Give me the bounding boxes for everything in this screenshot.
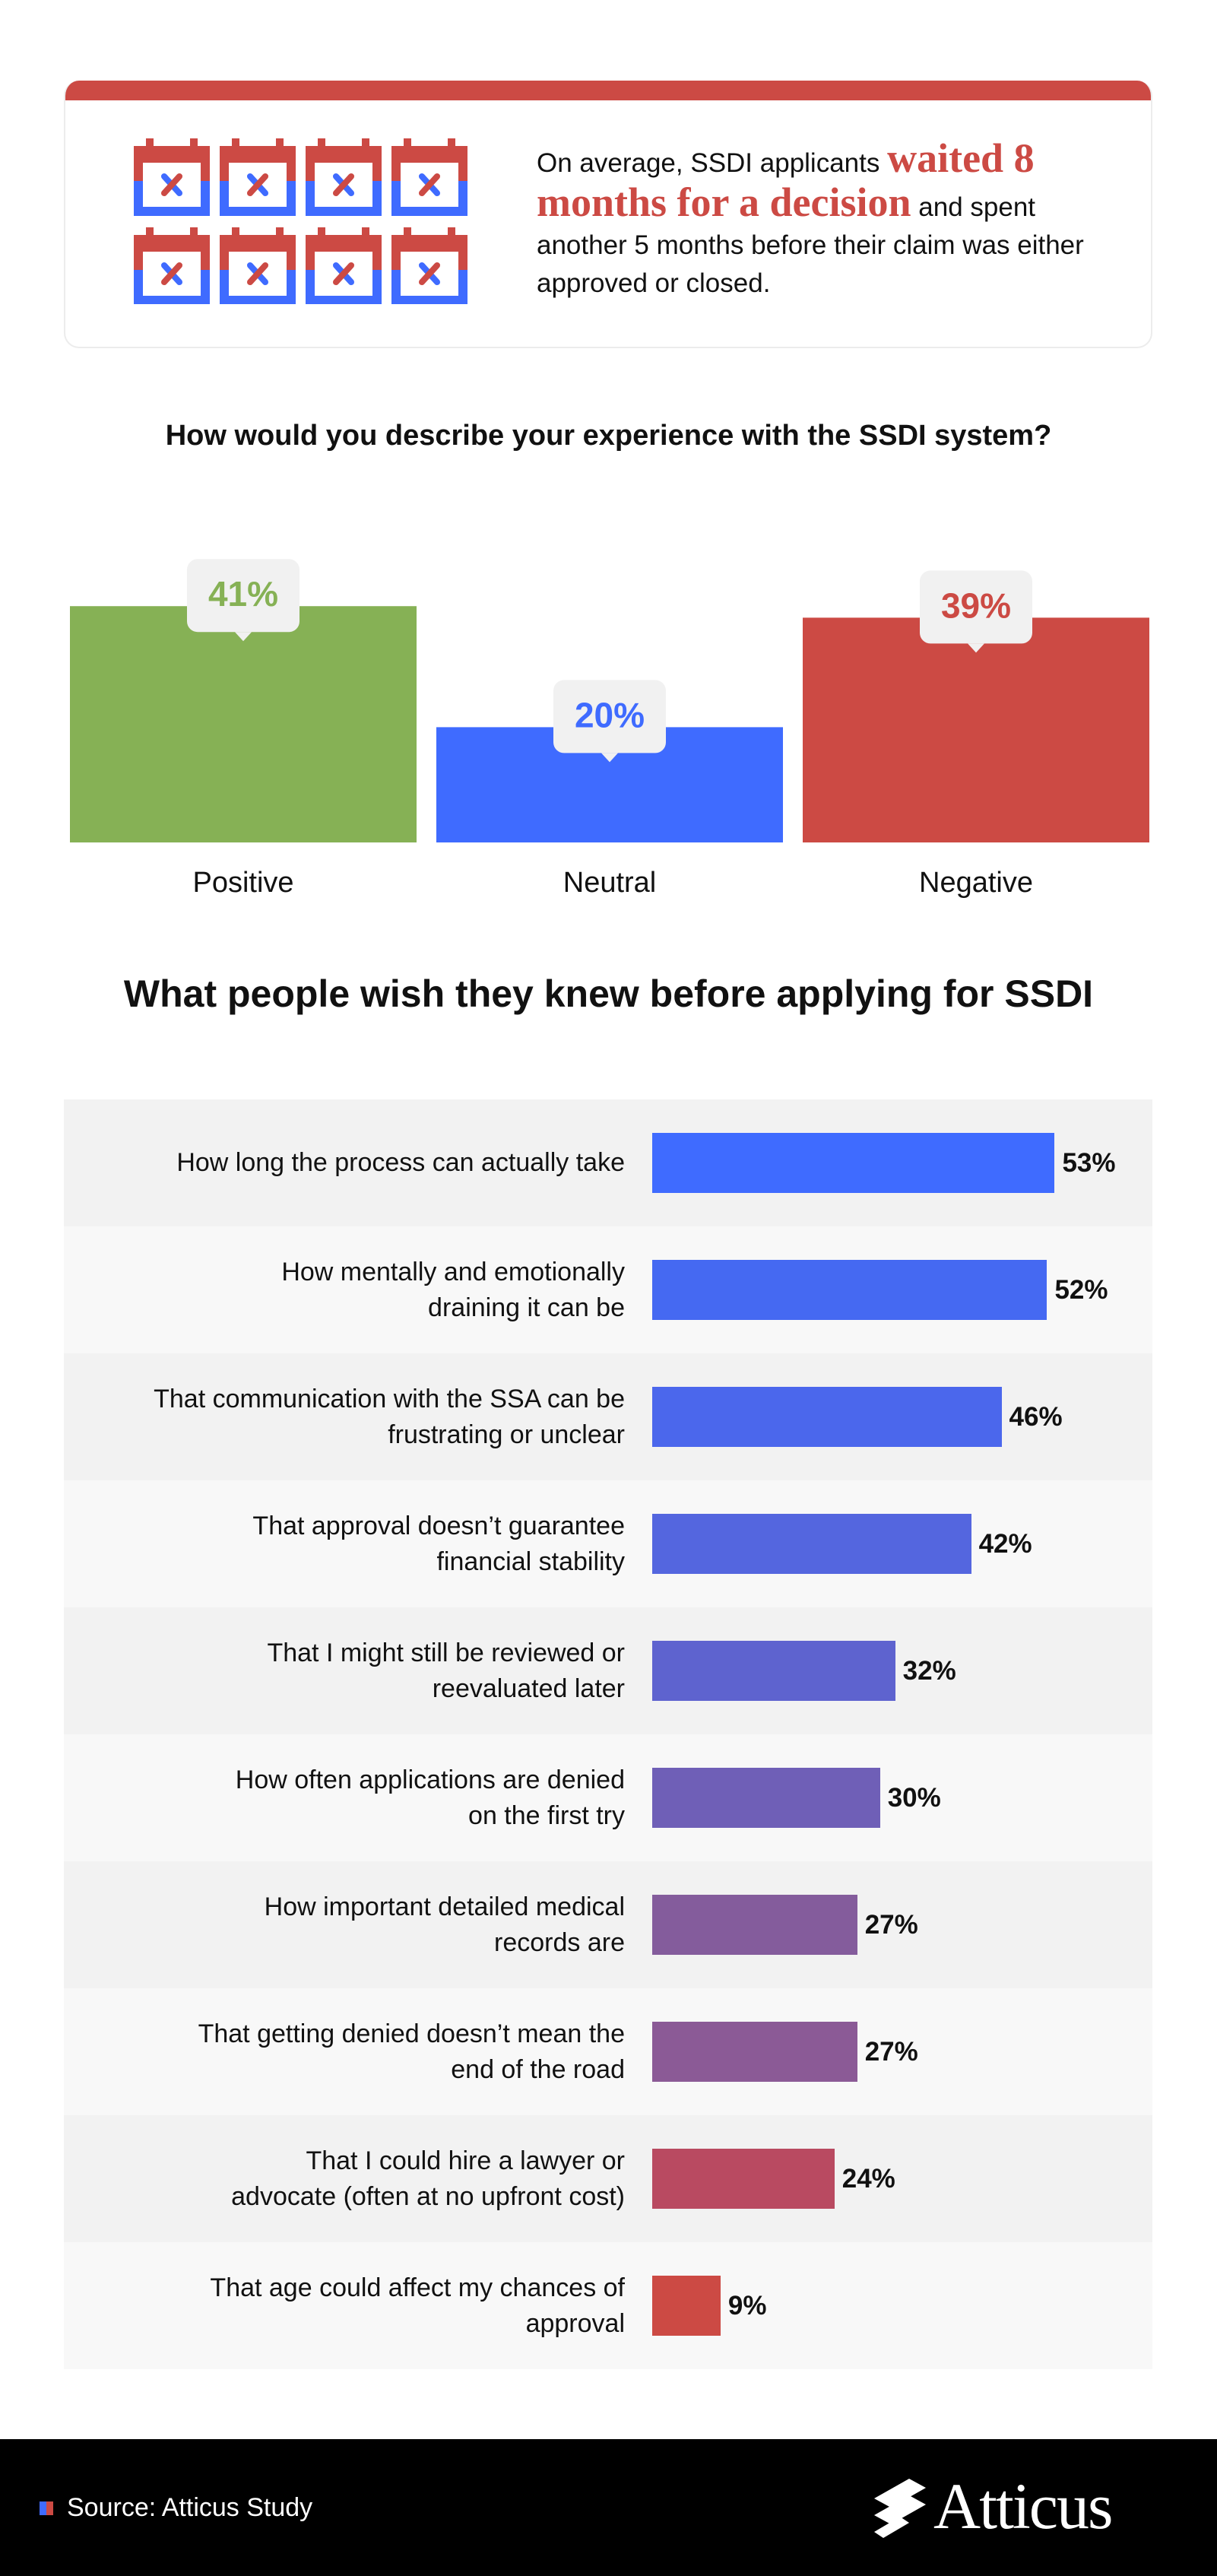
calendar-icons (134, 138, 467, 304)
wish-bar (652, 1387, 1002, 1447)
experience-category-label: Negative (919, 867, 1033, 899)
wish-label: That I might still be reviewed or reeval… (267, 1638, 625, 1703)
wish-row: That I could hire a lawyer or advocate (… (64, 2115, 1152, 2242)
value-bubble-tail (968, 643, 984, 653)
experience-value-label: 39% (941, 585, 1011, 625)
experience-value-label: 41% (208, 574, 278, 614)
wish-label: That getting denied doesn’t mean the end… (198, 2019, 625, 2084)
wish-bar (652, 1514, 971, 1574)
wish-row: That getting denied doesn’t mean the end… (64, 1988, 1152, 2115)
wish-value-label: 52% (1054, 1274, 1108, 1305)
wishes-title: What people wish they knew before applyi… (123, 972, 1094, 1015)
value-bubble (920, 570, 1032, 644)
wish-value-label: 27% (864, 2036, 918, 2067)
wish-row: How long the process can actually take 53… (64, 1099, 1152, 1226)
wish-value-label: 32% (902, 1655, 956, 1686)
wish-label: That age could affect my chances of appr… (210, 2273, 625, 2338)
wish-value-label: 53% (1062, 1147, 1116, 1178)
wish-label: How important detailed medical records a… (264, 1892, 625, 1957)
intro-text-before: On average, SSDI applicants (537, 148, 888, 178)
wish-bar (652, 1641, 895, 1701)
experience-bar-positive (70, 606, 417, 842)
wish-label: That approval doesn’t guarantee financia… (252, 1511, 625, 1576)
wish-value-label: 27% (864, 1909, 918, 1940)
wish-label: That I could hire a lawyer or advocate (… (231, 2146, 625, 2211)
source-square-icon (40, 2501, 53, 2515)
wish-value-label: 9% (727, 2290, 767, 2321)
wish-row: That approval doesn’t guarantee financia… (64, 1480, 1152, 1607)
wish-row: That age could affect my chances of appr… (64, 2242, 1152, 2369)
experience-chart: 41% Positive 20% Neutral 39% Negative (70, 559, 1149, 899)
value-bubble-tail (235, 632, 252, 642)
wish-value-label: 24% (841, 2163, 895, 2194)
experience-value-label: 20% (575, 695, 645, 734)
wish-value-label: 46% (1009, 1401, 1063, 1432)
experience-bar-negative (803, 617, 1149, 842)
wish-bar (652, 1260, 1047, 1320)
experience-category-label: Positive (192, 867, 293, 899)
wish-label: That communication with the SSA can be f… (154, 1384, 625, 1449)
brand: Atticus (870, 2470, 1158, 2543)
experience-question: How would you describe your experience w… (165, 420, 1052, 452)
intro-text: On average, SSDI applicants waited 8 mon… (537, 138, 1114, 303)
wish-row: How often applications are denied on the… (64, 1734, 1152, 1861)
wish-value-label: 30% (887, 1782, 941, 1813)
calendar-x-icon (306, 138, 382, 216)
calendar-x-icon (220, 138, 296, 216)
wish-value-label: 42% (978, 1528, 1032, 1559)
wish-label: How mentally and emotionally draining it… (281, 1257, 625, 1322)
intro-card: On average, SSDI applicants waited 8 mon… (64, 81, 1152, 348)
wish-row: How mentally and emotionally draining it… (64, 1226, 1152, 1353)
calendar-x-icon (391, 227, 467, 304)
wish-bar (652, 1895, 857, 1955)
wish-row: That communication with the SSA can be f… (64, 1353, 1152, 1480)
intro-highlight: waited 8 months for a decision (537, 135, 1035, 225)
wish-row: That I might still be reviewed or reeval… (64, 1607, 1152, 1734)
wish-bar (652, 2276, 721, 2336)
card-accent-bar (65, 81, 1151, 100)
wish-bar (652, 1133, 1055, 1193)
calendar-x-icon (134, 227, 210, 304)
wish-bar (652, 2149, 835, 2209)
wish-label: How often applications are denied on the… (235, 1765, 625, 1830)
experience-category-label: Neutral (563, 867, 657, 899)
source-text: Source: Atticus Study (67, 2493, 313, 2522)
calendar-x-icon (134, 138, 210, 216)
footer: Source: Atticus Study Atticus (0, 2439, 1217, 2576)
brand-name: Atticus (933, 2470, 1113, 2543)
wish-bar (652, 1768, 880, 1828)
calendar-x-icon (391, 138, 467, 216)
intro-text-after: and spent another 5 months before their … (537, 192, 1084, 298)
value-bubble-tail (601, 753, 618, 763)
value-bubble (553, 680, 666, 753)
atticus-logo-icon (874, 2479, 926, 2538)
wish-row: How important detailed medical records a… (64, 1861, 1152, 1988)
wish-label: How long the process can actually take (176, 1148, 625, 1177)
calendar-x-icon (220, 227, 296, 304)
calendar-x-icon (306, 227, 382, 304)
value-bubble (187, 559, 299, 633)
wishes-chart: How long the process can actually take 53… (64, 1099, 1152, 2369)
wish-bar (652, 2022, 857, 2082)
